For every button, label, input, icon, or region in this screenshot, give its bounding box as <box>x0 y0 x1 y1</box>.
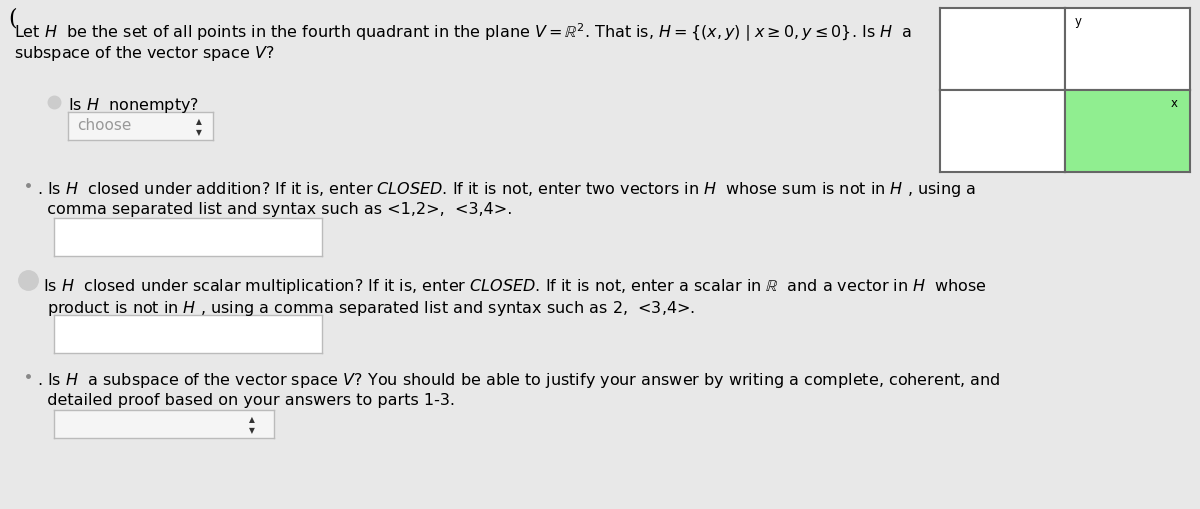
Text: detailed proof based on your answers to parts 1-3.: detailed proof based on your answers to … <box>37 393 455 408</box>
Text: ▲: ▲ <box>250 415 254 425</box>
Text: y: y <box>1075 15 1082 27</box>
Text: Is $H$  closed under scalar multiplication? If it is, enter $CLOSED$. If it is n: Is $H$ closed under scalar multiplicatio… <box>28 277 986 296</box>
Text: ▲: ▲ <box>196 117 202 126</box>
Text: product is not in $H$ , using a comma separated list and syntax such as 2,  <3,4: product is not in $H$ , using a comma se… <box>37 299 695 318</box>
Text: ▼: ▼ <box>196 128 202 137</box>
Text: . Is $H$  closed under addition? If it is, enter $CLOSED$. If it is not, enter t: . Is $H$ closed under addition? If it is… <box>37 180 976 199</box>
Text: comma separated list and syntax such as <1,2>,  <3,4>.: comma separated list and syntax such as … <box>37 202 512 217</box>
Text: Is $H$  nonempty?: Is $H$ nonempty? <box>68 96 199 115</box>
Text: Let $H$  be the set of all points in the fourth quadrant in the plane $V = \math: Let $H$ be the set of all points in the … <box>14 22 912 44</box>
Text: x: x <box>1170 97 1177 109</box>
Text: (: ( <box>8 8 17 30</box>
Text: ▼: ▼ <box>250 427 254 436</box>
Text: . Is $H$  a subspace of the vector space $V$? You should be able to justify your: . Is $H$ a subspace of the vector space … <box>37 371 1001 390</box>
Text: subspace of the vector space $V$?: subspace of the vector space $V$? <box>14 44 275 63</box>
Text: choose: choose <box>77 119 131 133</box>
